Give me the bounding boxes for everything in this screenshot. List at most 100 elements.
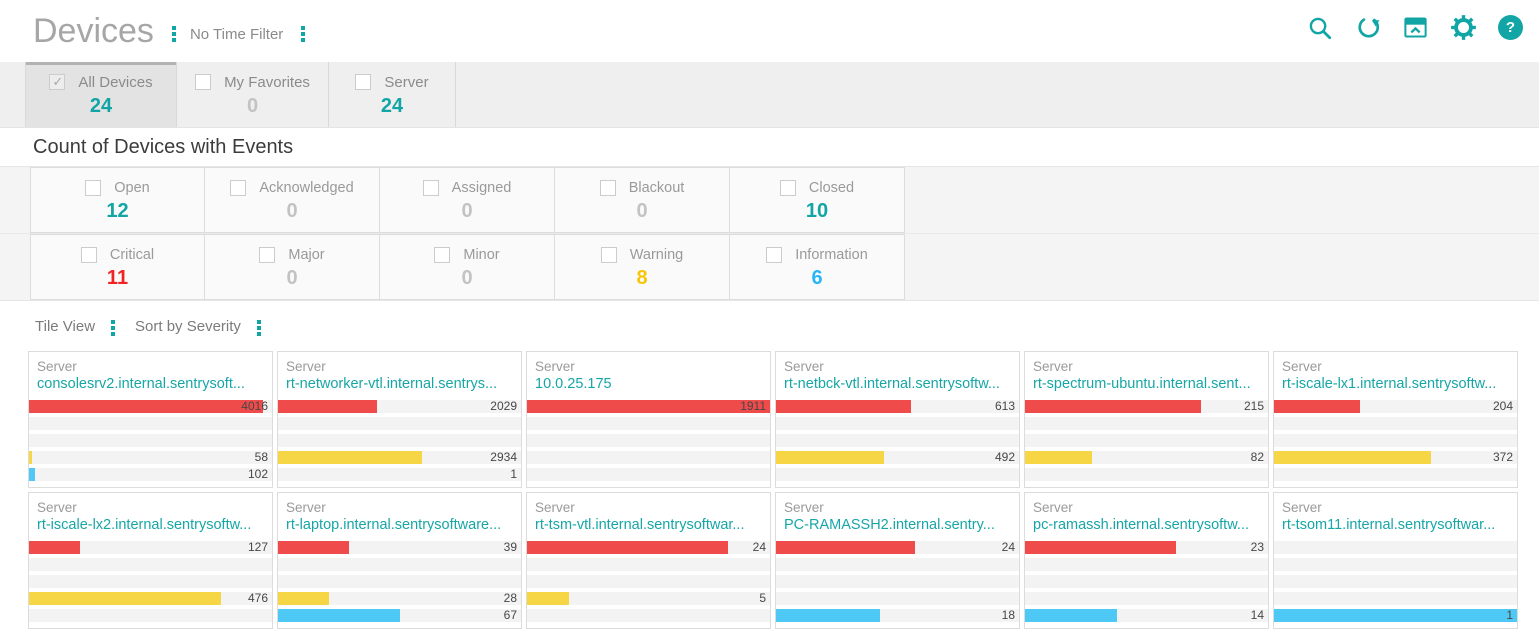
tab-checkbox-all-devices[interactable] [49,74,66,90]
severity-bar-track-information [1274,468,1517,481]
device-type-label: Server [37,500,77,515]
severity-bar-track-minor [776,575,1019,588]
severity-bar-track-critical [1274,541,1517,554]
device-name-link[interactable]: rt-spectrum-ubuntu.internal.sent... [1033,376,1251,392]
sort-by-menu-icon[interactable] [255,318,263,338]
severity-filter-checkbox-warning[interactable] [600,246,617,263]
severity-bar-warning [29,451,33,464]
severity-filter-checkbox-information[interactable] [766,246,783,263]
search-icon[interactable] [1307,15,1333,41]
severity-bar-critical [1025,400,1201,413]
tab-all-devices[interactable]: All Devices 24 [25,62,177,127]
severity-bar-track-major [1274,558,1517,571]
device-name-link[interactable]: rt-tsm-vtl.internal.sentrysoftwar... [535,517,745,533]
severity-bar-track-information: 67 [278,609,521,622]
severity-bar-track-major [776,417,1019,430]
severity-bar-track-critical: 4016 [29,400,272,413]
severity-filter-checkbox-major[interactable] [259,246,276,263]
device-name-link[interactable]: rt-iscale-lx1.internal.sentrysoftw... [1282,376,1497,392]
tab-server[interactable]: Server 24 [329,62,456,127]
severity-bar-value: 613 [994,399,1015,413]
status-filter-count: 0 [461,199,473,222]
severity-filter-row: Critical 11 Major 0 Minor 0 Warning 8 Informatio… [0,233,1539,300]
settings-gear-icon[interactable] [1450,14,1477,41]
device-tile[interactable]: Server rt-networker-vtl.internal.sentrys.… [277,351,522,488]
severity-filter-minor[interactable]: Minor 0 [380,234,555,300]
severity-bar-track-major [278,558,521,571]
status-filter-open[interactable]: Open 12 [30,167,205,233]
severity-bar-value: 5 [759,591,766,605]
severity-filter-information[interactable]: Information 6 [730,234,905,300]
device-name-link[interactable]: rt-laptop.internal.sentrysoftware... [286,517,502,533]
device-tile[interactable]: Server 10.0.25.175 1911 [526,351,771,488]
device-tile[interactable]: Server rt-laptop.internal.sentrysoftware.… [277,492,522,629]
device-tile[interactable]: Server rt-iscale-lx1.internal.sentrysoftw… [1273,351,1518,488]
severity-bar-value: 1 [1506,608,1513,622]
severity-bar-track-critical: 204 [1274,400,1517,413]
severity-filter-warning[interactable]: Warning 8 [555,234,730,300]
status-filter-assigned[interactable]: Assigned 0 [380,167,555,233]
device-tile[interactable]: Server consolesrv2.internal.sentrysoft...… [28,351,273,488]
severity-bar-information [776,609,881,622]
severity-bar-value: 204 [1492,399,1513,413]
severity-filter-critical[interactable]: Critical 11 [30,234,205,300]
tab-my-favorites[interactable]: My Favorites 0 [177,62,329,127]
time-filter-menu-icon[interactable] [299,24,307,44]
severity-bar-track-information: 1 [278,468,521,481]
title-menu-icon[interactable] [170,24,178,44]
severity-filter-count: 8 [636,266,648,289]
status-filter-closed[interactable]: Closed 10 [730,167,905,233]
severity-bar-value: 67 [503,608,517,622]
severity-bar-track-critical: 24 [527,541,770,554]
severity-bar-track-warning: 5 [527,592,770,605]
severity-filter-count: 0 [461,266,473,289]
tab-count: 24 [380,94,404,117]
device-tile[interactable]: Server rt-tsm-vtl.internal.sentrysoftwar.… [526,492,771,629]
severity-filter-count: 11 [106,266,129,289]
tile-view-menu-icon[interactable] [109,318,117,338]
status-filter-acknowledged[interactable]: Acknowledged 0 [205,167,380,233]
severity-bar-track-major [29,417,272,430]
refresh-icon[interactable] [1354,14,1381,41]
severity-bar-track-warning: 2934 [278,451,521,464]
device-type-label: Server [1282,500,1322,515]
status-filter-checkbox-assigned[interactable] [422,179,439,196]
device-name-link[interactable]: pc-ramassh.internal.sentrysoftw... [1033,517,1249,533]
device-tile[interactable]: Server pc-ramassh.internal.sentrysoftw...… [1024,492,1269,629]
device-name-link[interactable]: rt-netbck-vtl.internal.sentrysoftw... [784,376,1000,392]
severity-filter-checkbox-minor[interactable] [434,246,451,263]
severity-filter-checkbox-critical[interactable] [80,246,97,263]
tab-checkbox-my-favorites[interactable] [195,74,212,90]
severity-filter-label: Major [288,246,325,263]
device-name-link[interactable]: rt-networker-vtl.internal.sentrys... [286,376,498,392]
device-name-link[interactable]: rt-iscale-lx2.internal.sentrysoftw... [37,517,252,533]
status-filter-blackout[interactable]: Blackout 0 [555,167,730,233]
device-tile[interactable]: Server rt-iscale-lx2.internal.sentrysoftw… [28,492,273,629]
device-tile[interactable]: Server rt-spectrum-ubuntu.internal.sent..… [1024,351,1269,488]
device-tile[interactable]: Server PC-RAMASSH2.internal.sentry... 24 18 [775,492,1020,629]
status-filter-checkbox-acknowledged[interactable] [230,179,247,196]
status-filter-count: 0 [286,199,298,222]
device-name-link[interactable]: consolesrv2.internal.sentrysoft... [37,376,245,392]
device-name-link[interactable]: 10.0.25.175 [535,376,612,392]
severity-bar-track-major [776,558,1019,571]
device-type-label: Server [535,359,575,374]
device-tile[interactable]: Server rt-tsom11.internal.sentrysoftwar..… [1273,492,1518,629]
severity-bar-information [1274,609,1517,622]
status-filter-checkbox-blackout[interactable] [599,179,616,196]
device-name-link[interactable]: PC-RAMASSH2.internal.sentry... [784,517,995,533]
device-tile[interactable]: Server rt-netbck-vtl.internal.sentrysoftw… [775,351,1020,488]
severity-bar-critical [527,400,770,413]
severity-bar-warning [776,451,885,464]
tab-checkbox-server[interactable] [355,74,372,90]
status-filter-checkbox-open[interactable] [85,179,102,196]
severity-bar-track-major [1025,558,1268,571]
help-icon[interactable]: ? [1498,15,1523,40]
severity-filter-label: Warning [629,246,684,263]
severity-bar-track-critical: 215 [1025,400,1268,413]
severity-bar-critical [278,541,349,554]
status-filter-checkbox-closed[interactable] [779,179,796,196]
device-name-link[interactable]: rt-tsom11.internal.sentrysoftwar... [1282,517,1496,533]
severity-filter-major[interactable]: Major 0 [205,234,380,300]
collapse-panel-icon[interactable] [1402,14,1429,41]
